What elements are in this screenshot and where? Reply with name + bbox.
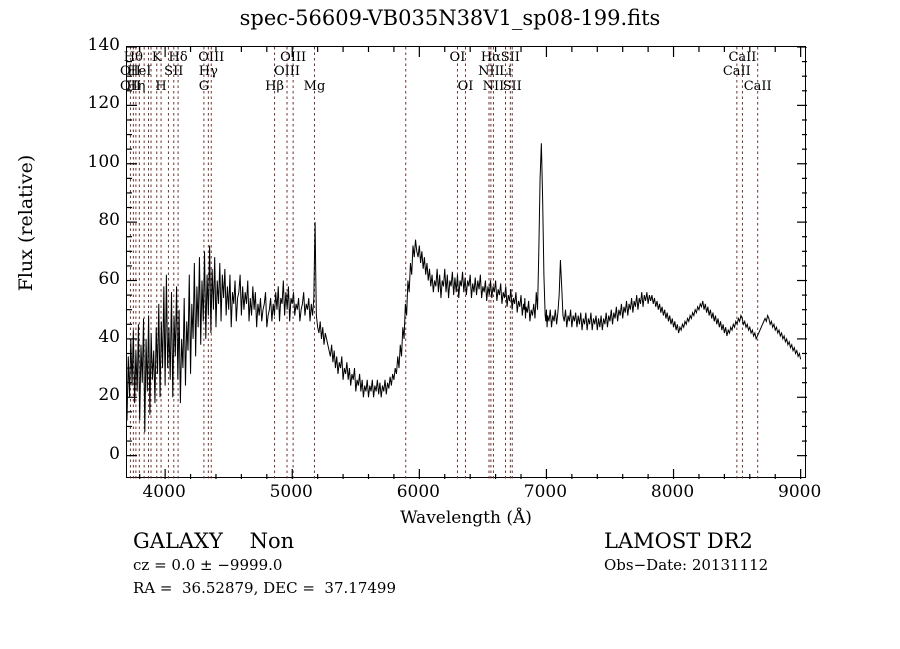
x-tick-label: 8000 (650, 482, 695, 502)
x-tick-label: 9000 (778, 482, 822, 502)
y-axis-title: Flux (relative) (15, 154, 37, 292)
y-tick-label: 140 (87, 35, 120, 55)
x-axis-title: Wavelength (Å) (400, 508, 532, 528)
footer: GALAXY Non cz = 0.0 ± −9999.0 RA = 36.52… (0, 528, 900, 638)
footer-right: LAMOST DR2 Obs−Date: 20131112 (604, 528, 768, 577)
x-axis-tick-labels: 4000 5000 6000 7000 8000 9000 (126, 482, 821, 507)
y-tick-label: 40 (98, 326, 120, 347)
y-tick-label: 100 (87, 151, 120, 172)
y-tick-label: 120 (87, 93, 120, 114)
footer-left: GALAXY Non cz = 0.0 ± −9999.0 RA = 36.52… (133, 528, 396, 600)
x-tick-label: 7000 (523, 482, 568, 502)
spectrum-canvas (127, 47, 807, 479)
y-tick-label: 0 (109, 443, 120, 464)
coordinates: RA = 36.52879, DEC = 37.17499 (133, 579, 397, 597)
y-tick-label: 80 (98, 210, 120, 231)
y-tick-label: 20 (98, 385, 120, 406)
x-tick-label: 4000 (142, 482, 186, 502)
emission-line-markers (129, 47, 759, 479)
object-class: GALAXY Non (133, 529, 295, 553)
x-tick-label: 6000 (396, 482, 440, 502)
spectrum-trace (127, 143, 802, 433)
redshift-value: cz = 0.0 ± −9999.0 (133, 556, 283, 574)
page-title: spec-56609-VB035N38V1_sp08-199.fits (239, 6, 661, 30)
plot-frame: Hθ K Hδ OIII OIII OI Hα SII CaII OII HeI SII Hγ OIII N… (120, 46, 807, 479)
x-tick-label: 5000 (269, 482, 313, 502)
y-tick-label: 60 (98, 268, 120, 289)
axis-ticks (127, 47, 807, 479)
y-axis-tick-labels: 0 20 40 60 80 100 120 140 (70, 37, 120, 478)
observation-date: Obs−Date: 20131112 (604, 556, 769, 574)
survey-name: LAMOST DR2 (604, 529, 753, 553)
